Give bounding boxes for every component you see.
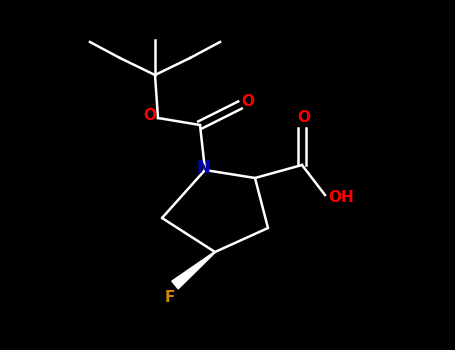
Text: O: O	[143, 107, 157, 122]
Text: F: F	[165, 289, 175, 304]
Text: O: O	[242, 93, 254, 108]
Text: OH: OH	[328, 190, 354, 205]
Polygon shape	[172, 252, 215, 289]
Text: N: N	[196, 159, 210, 177]
Text: O: O	[298, 111, 310, 126]
